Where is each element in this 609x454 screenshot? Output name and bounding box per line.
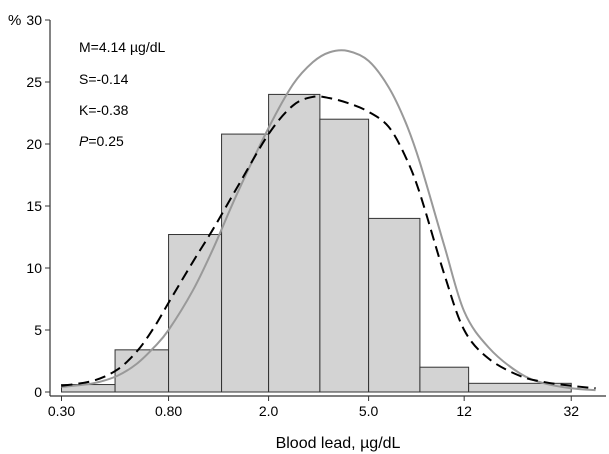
y-tick-label-30: 30 [26, 12, 42, 28]
annotation-p-number: =0.25 [88, 133, 124, 149]
histogram-bar-8 [468, 382, 572, 393]
stats-annotations: M=4.14 µg/dL S=-0.14 K=-0.38 P=0.25 [79, 39, 166, 149]
y-ticks: 0 5 10 15 20 25 30 [26, 12, 50, 400]
y-unit-label: % [8, 12, 21, 29]
x-tick-label-5.0: 5.0 [359, 403, 379, 419]
annotation-kurtosis: K=-0.38 [79, 102, 129, 118]
density-curves [61, 49, 596, 392]
y-tick-label-25: 25 [26, 74, 42, 90]
y-tick-label-20: 20 [26, 136, 42, 152]
x-tick-label-12: 12 [456, 403, 472, 419]
annotation-p-value: P=0.25 [79, 133, 124, 149]
x-axis-title: Blood lead, µg/dL [276, 435, 401, 452]
histogram-bar-5 [319, 118, 370, 393]
y-tick-label-0: 0 [34, 384, 42, 400]
x-ticks: 0.30 0.80 2.0 5.0 12 32 [48, 396, 579, 419]
annotation-mean: M=4.14 µg/dL [79, 39, 166, 55]
histogram-bar-1 [114, 349, 170, 393]
dashed-density-curve [61, 95, 596, 390]
annotation-skewness: S=-0.14 [79, 71, 129, 87]
x-tick-label-2.0: 2.0 [259, 403, 279, 419]
y-tick-label-10: 10 [26, 260, 42, 276]
y-tick-label-5: 5 [34, 322, 42, 338]
histogram-bar-7 [419, 366, 470, 393]
x-tick-label-0.80: 0.80 [155, 403, 182, 419]
normal-fit-curve [61, 49, 596, 392]
histogram-bar-6 [368, 217, 421, 393]
histogram-bars [61, 93, 572, 393]
histogram-bar-4 [268, 93, 321, 393]
axes [49, 20, 606, 397]
x-tick-label-0.30: 0.30 [48, 403, 75, 419]
x-tick-label-32: 32 [563, 403, 579, 419]
y-tick-label-15: 15 [26, 198, 42, 214]
annotation-p-symbol: P [79, 133, 89, 149]
